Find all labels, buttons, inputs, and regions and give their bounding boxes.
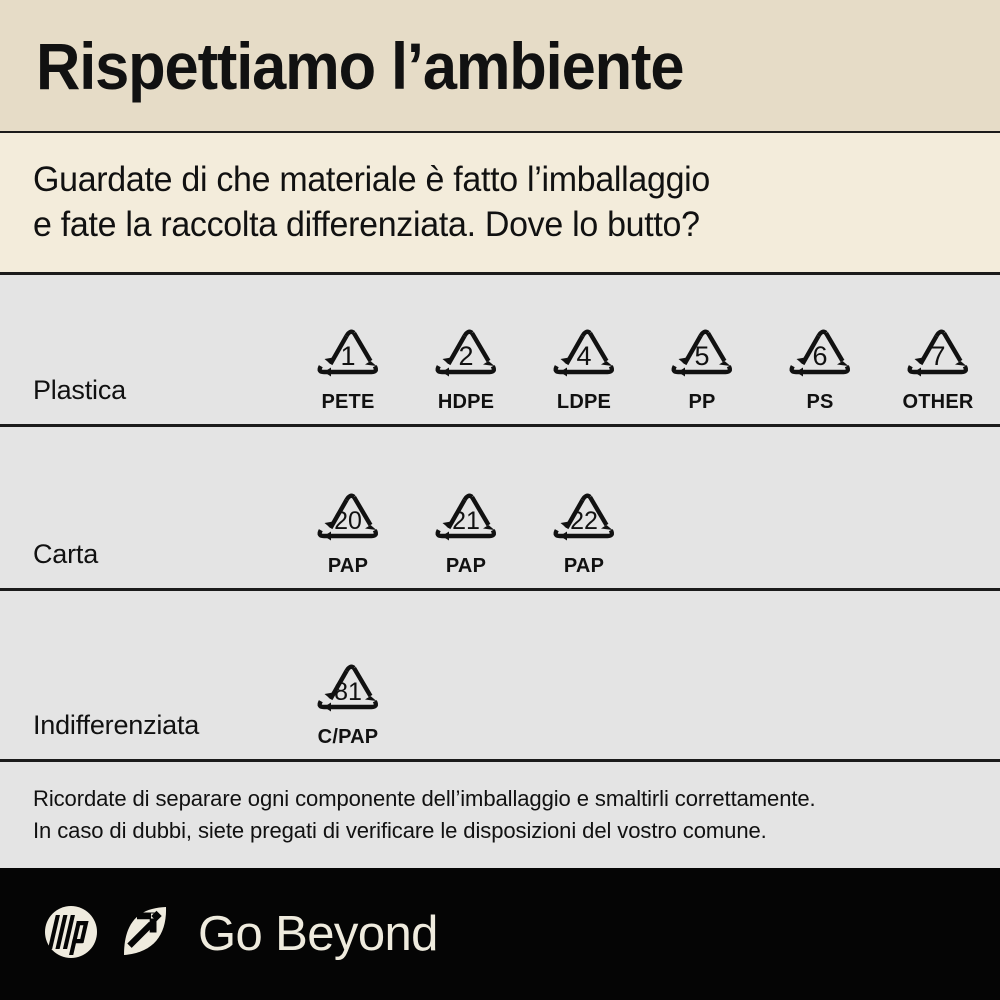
recycling-triangle-icon: 5	[654, 304, 750, 390]
symbol-code: PAP	[563, 555, 605, 577]
recycling-symbol: 2 HDPE	[418, 304, 514, 414]
page-title: Rispettiamo l’ambiente	[36, 28, 684, 103]
symbol-number: 7	[930, 341, 945, 371]
symbol-number: 21	[452, 507, 480, 535]
symbol-code: C/PAP	[317, 726, 379, 748]
recycling-symbol: 81 C/PAP	[300, 639, 396, 749]
recycling-triangle-icon: 21	[418, 468, 514, 554]
symbol-number: 6	[812, 341, 827, 371]
footer-bar: Go Beyond	[0, 868, 1000, 1000]
symbol-number: 81	[334, 678, 362, 706]
symbol-code: LDPE	[556, 391, 612, 413]
material-row-plastica: Plastica	[0, 275, 1000, 427]
recycling-triangle-icon: 22	[536, 468, 632, 554]
symbol-code: PETE	[321, 391, 375, 413]
recycling-triangle-icon: 81	[300, 639, 396, 725]
material-row-carta: Carta	[0, 427, 1000, 591]
subtitle-line-2: e fate la raccolta differenziata. Dove l…	[33, 204, 700, 244]
symbol-number: 20	[334, 507, 362, 535]
symbol-group-carta: 20 PAP	[300, 468, 1000, 588]
material-label-carta: Carta	[33, 539, 99, 569]
symbol-group-plastica: 1 PETE	[300, 304, 1000, 424]
recycling-triangle-icon: 7	[890, 304, 986, 390]
leaf-arrow-icon	[116, 901, 176, 968]
recycling-symbol: 22 PAP	[536, 468, 632, 578]
header-band: Rispettiamo l’ambiente	[0, 0, 1000, 133]
subtitle-line-1: Guardate di che materiale è fatto l’imba…	[33, 159, 711, 199]
material-rows: Plastica	[0, 275, 1000, 762]
recycling-triangle-icon: 6	[772, 304, 868, 390]
recycling-symbol: 5 PP	[654, 304, 750, 414]
recycling-triangle-icon: 2	[418, 304, 514, 390]
symbol-code: PAP	[327, 555, 369, 577]
disposal-note: Ricordate di separare ogni componente de…	[0, 762, 1000, 868]
hp-logo-icon	[40, 901, 102, 968]
recycling-symbol: 7 OTHER	[890, 304, 986, 414]
recycling-symbol: 21 PAP	[418, 468, 514, 578]
material-row-indifferenziata: Indifferenziata	[0, 591, 1000, 762]
symbol-code: PP	[688, 391, 716, 413]
symbol-number: 1	[340, 341, 355, 371]
recycling-triangle-icon: 1	[300, 304, 396, 390]
recycling-symbol: 4 LDPE	[536, 304, 632, 414]
symbol-group-indifferenziata: 81 C/PAP	[300, 639, 1000, 759]
symbol-number: 5	[694, 341, 709, 371]
symbol-code: PAP	[445, 555, 487, 577]
symbol-number: 22	[570, 507, 598, 535]
subtitle-band: Guardate di che materiale è fatto l’imba…	[0, 133, 1000, 275]
symbol-code: OTHER	[902, 391, 974, 413]
recycling-triangle-icon: 20	[300, 468, 396, 554]
symbol-code: PS	[806, 391, 834, 413]
recycling-symbol: 20 PAP	[300, 468, 396, 578]
recycling-symbol: 1 PETE	[300, 304, 396, 414]
symbol-number: 2	[458, 341, 473, 371]
note-line-1: Ricordate di separare ogni componente de…	[33, 786, 816, 812]
brand-text: Go Beyond	[198, 907, 438, 961]
note-line-2: In caso di dubbi, siete pregati di verif…	[33, 818, 767, 843]
material-label-indifferenziata: Indifferenziata	[33, 710, 200, 740]
recycling-triangle-icon: 4	[536, 304, 632, 390]
symbol-code: HDPE	[437, 391, 495, 413]
brand-lockup: Go Beyond	[40, 901, 438, 968]
recycling-symbol: 6 PS	[772, 304, 868, 414]
symbol-number: 4	[576, 341, 591, 371]
material-label-plastica: Plastica	[33, 375, 126, 405]
